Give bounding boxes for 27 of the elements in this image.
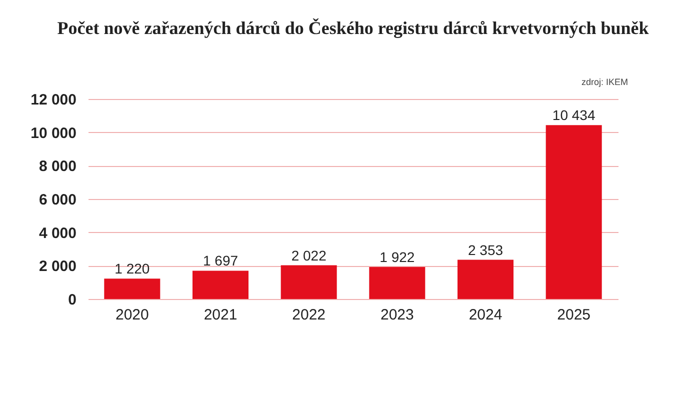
- data-label: 10 434: [552, 107, 596, 124]
- bar: [458, 260, 514, 299]
- bar: [369, 266, 426, 299]
- chart-title: Počet nově zařazených dárců do Českého registru dárců krvetvorných buněk: [57, 18, 649, 38]
- data-label: 2 022: [291, 247, 327, 264]
- x-tick-label: 2024: [468, 306, 502, 324]
- y-tick-label: 4 000: [38, 224, 76, 242]
- x-tick-label: 2022: [292, 306, 326, 324]
- x-tick-label: 2020: [115, 306, 149, 324]
- data-label: 1 922: [380, 248, 415, 265]
- x-tick-label: 2021: [204, 306, 238, 324]
- data-label: 2 353: [468, 242, 504, 258]
- y-tick-label: 12 000: [30, 92, 76, 108]
- y-tick-label: 10 000: [30, 124, 76, 142]
- bar: [280, 265, 337, 299]
- text: zdroj: IKEM: [581, 77, 628, 87]
- bar: [104, 278, 160, 299]
- data-label: 1 697: [202, 252, 238, 269]
- y-tick-label: 6 000: [38, 192, 76, 208]
- y-tick-label: 0: [68, 292, 76, 308]
- y-tick-label: 2 000: [38, 258, 76, 276]
- data-label: 1 220: [114, 260, 150, 277]
- x-tick-label: 2025: [557, 306, 591, 324]
- y-tick-label: 8 000: [38, 158, 76, 176]
- x-tick-label: 2023: [380, 306, 414, 324]
- bar: [546, 125, 602, 299]
- bar: [192, 270, 248, 299]
